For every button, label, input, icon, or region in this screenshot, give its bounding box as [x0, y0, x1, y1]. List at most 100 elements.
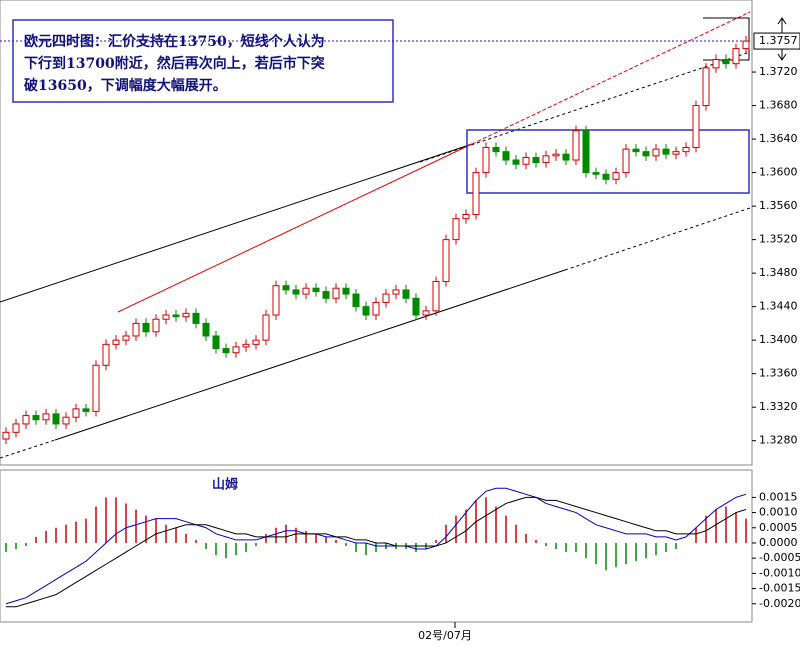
candle-body [492, 146, 500, 153]
candle-body [292, 289, 300, 295]
candle-body [142, 322, 150, 333]
candle-body [32, 415, 40, 421]
candle-body [202, 322, 210, 337]
candle-body [22, 415, 30, 425]
note-line: 下行到13700附近，然后再次向上，若后市下突 [24, 55, 325, 72]
candle-body [182, 312, 190, 318]
candle-body [332, 287, 340, 299]
y-tick-label: 1.3560 [759, 199, 798, 212]
y-tick-label: 0.0015 [759, 490, 798, 503]
candle-body [262, 314, 270, 341]
y-tick-label: 0.0000 [759, 536, 798, 549]
candle-body [572, 130, 580, 161]
trend-line [0, 439, 56, 459]
candle-body [362, 306, 370, 316]
candle-body [252, 339, 260, 345]
y-tick-label: 1.3440 [759, 300, 798, 313]
range-box [466, 129, 750, 194]
y-tick-label: 1.3600 [759, 166, 798, 179]
trend-lines [0, 11, 751, 459]
candle-body [592, 172, 600, 175]
candle-body [132, 322, 140, 337]
candle-body [62, 416, 70, 425]
candle-body [222, 348, 230, 354]
candle-body [42, 413, 50, 421]
signal-line [6, 496, 747, 608]
candle-body [242, 343, 250, 348]
y-tick-label: 1.3640 [759, 132, 798, 145]
macd-line [5, 487, 747, 605]
trend-line [117, 143, 473, 313]
y-tick-label: -0.0020 [759, 597, 800, 610]
candle-body [432, 281, 440, 312]
candle-body [272, 285, 280, 316]
candle-body [482, 146, 490, 174]
trend-line [0, 143, 473, 303]
candle-body [712, 58, 720, 69]
y-tick-label: -0.0010 [759, 566, 800, 579]
candle-body [92, 364, 100, 412]
candle-body [172, 314, 180, 318]
candle-body [512, 159, 520, 165]
last-price-label: 1.3757 [759, 34, 798, 47]
y-tick-label: 1.3480 [759, 266, 798, 279]
candle-body [322, 291, 330, 299]
y-tick-label: -0.0005 [759, 551, 800, 564]
note-box [12, 19, 394, 103]
candle-body [232, 346, 240, 354]
y-tick-label: 1.3360 [759, 367, 798, 380]
candle-body [152, 318, 160, 333]
candle-body [742, 40, 750, 50]
candle-body [702, 67, 710, 107]
candle-body [532, 157, 540, 164]
candle-body [302, 287, 310, 295]
candle-body [672, 151, 680, 155]
candle-body [722, 58, 730, 65]
candle-body [52, 413, 60, 425]
y-tick-label: -0.0015 [759, 582, 800, 595]
candle-body [392, 289, 400, 295]
candle-body [462, 213, 470, 220]
candle-body [282, 285, 290, 291]
y-tick-label: 1.3280 [759, 434, 798, 447]
candle-body [412, 297, 420, 316]
note-line: 欧元四时图：汇价支持在13750，短线个人认为 [24, 33, 325, 50]
candle-body [192, 312, 200, 324]
candle-body [452, 218, 460, 241]
candle-body [102, 343, 110, 366]
candle-body [212, 335, 220, 350]
candle-body [552, 153, 560, 157]
y-tick-label: 1.3320 [759, 400, 798, 413]
candle-body [12, 423, 20, 433]
candle-body [2, 431, 10, 440]
y-tick-label: 1.3520 [759, 233, 798, 246]
candle-body [112, 339, 120, 345]
last-price-box [753, 32, 800, 50]
candle-body [602, 173, 610, 180]
candle-body [382, 293, 390, 303]
y-tick-label: 1.3720 [759, 65, 798, 78]
candle-body [542, 155, 550, 164]
candle-body [652, 148, 660, 157]
trend-line [419, 51, 751, 163]
candle-body [402, 289, 410, 299]
candle-body [342, 287, 350, 295]
candle-body [682, 146, 690, 153]
candle-body [522, 157, 530, 165]
candle-body [632, 148, 640, 153]
candle-body [162, 314, 170, 320]
candle-body [122, 335, 130, 341]
candle-body [582, 130, 590, 174]
candle-body [692, 105, 700, 148]
indicator-label: 山姆 [212, 477, 238, 493]
y-tick-label: 1.3680 [759, 99, 798, 112]
candle-body [622, 148, 630, 174]
candle-body [562, 153, 570, 161]
y-tick-label: 0.0005 [759, 521, 798, 534]
trend-line [471, 11, 751, 145]
candle-body [312, 287, 320, 293]
candle-body [442, 239, 450, 283]
candle-body [372, 301, 380, 316]
trend-line [54, 269, 566, 441]
